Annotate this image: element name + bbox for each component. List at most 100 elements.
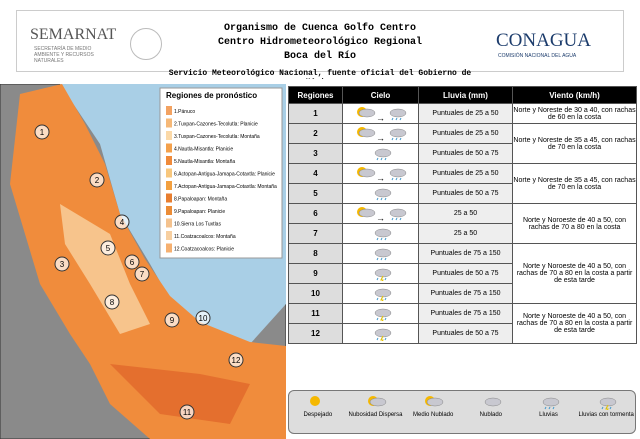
sky-icon xyxy=(389,208,407,220)
sky-legend-item: Nubosidad Dispersa xyxy=(347,391,405,433)
region-zone xyxy=(110,364,250,424)
title: Organismo de Cuenca Golfo Centro Centro … xyxy=(180,22,460,64)
sky-cell xyxy=(342,283,419,304)
region-label: 3 xyxy=(60,260,65,269)
legend-swatch xyxy=(166,156,172,165)
service: Servicio Meteorológico Nacional, fuente … xyxy=(168,69,472,79)
legend-item: 11.Coatzacoalcos: Montaña xyxy=(174,234,236,240)
sky-legend: Despejado Nubosidad Dispersa Medio Nublado… xyxy=(288,390,636,434)
sky-icon xyxy=(389,168,407,180)
sky-icon xyxy=(484,397,502,407)
sky-icon xyxy=(357,166,376,177)
legend-swatch xyxy=(166,106,172,115)
wind-cell: Norte y Noroeste de 40 a 50, con rachas … xyxy=(512,203,637,244)
sky-icon xyxy=(374,248,391,260)
region-cell: 8 xyxy=(288,243,343,264)
title-line: Boca del Río xyxy=(283,51,356,62)
region-label: 2 xyxy=(95,176,100,185)
rain-cell: Puntuales de 75 a 150 xyxy=(418,243,513,264)
rain-cell: Puntuales de 50 a 75 xyxy=(418,183,513,204)
region-marker xyxy=(100,240,116,256)
region-label: 11 xyxy=(183,408,192,417)
legend-swatch xyxy=(166,168,172,178)
legend-swatch xyxy=(166,143,172,153)
sky-legend-item: Nublado xyxy=(462,391,520,433)
sky-legend-label: Nubosidad Dispersa xyxy=(348,412,403,418)
wind-cell: Norte y Noreste de 35 a 45, con rachas d… xyxy=(512,123,637,164)
sky-cell: → xyxy=(342,163,419,184)
legend-title: Regiones de pronóstico xyxy=(166,91,257,100)
region-label: 10 xyxy=(199,314,208,323)
sky-icon xyxy=(374,308,391,322)
conagua-subtitle: COMISIÓN NACIONAL DEL AGUA xyxy=(498,53,577,59)
sky-icon xyxy=(374,268,391,282)
legend-swatch xyxy=(166,193,172,203)
sky-icon xyxy=(309,396,320,406)
col-header: Regiones xyxy=(288,86,343,104)
region-cell: 3 xyxy=(288,143,343,164)
col-header: Cielo xyxy=(342,86,419,104)
sky-icon xyxy=(542,397,559,410)
sky-icon xyxy=(374,288,391,302)
region-cell: 10 xyxy=(288,283,343,304)
legend-swatch xyxy=(166,181,172,190)
sky-icon xyxy=(367,396,386,407)
region-cell: 6 xyxy=(288,203,343,224)
sky-legend-label: Nublado xyxy=(479,412,503,418)
sky-legend-item: Despejado xyxy=(289,391,347,433)
table-row: 11 Puntuales de 75 a 150 Norte y Noroeste … xyxy=(288,303,637,344)
sky-icon xyxy=(357,126,376,137)
sky-legend-label: Medio Nublado xyxy=(413,412,454,418)
sky-cell: → xyxy=(342,123,419,144)
legend-item: 6.Actopan-Antigua-Jamapa-Cotaxtla: Plani… xyxy=(174,172,275,178)
legend-swatch xyxy=(166,206,172,215)
rain-cell: Puntuales de 75 a 150 xyxy=(418,303,513,324)
table-row: 3 Puntuales de 50 a 75 xyxy=(288,143,637,164)
sky-cell xyxy=(342,323,419,344)
region-marker xyxy=(164,312,180,328)
region-label: 9 xyxy=(170,316,175,325)
title-line: Centro Hidrometeorológico Regional xyxy=(217,37,423,48)
sky-icon xyxy=(374,228,391,240)
sky-cell xyxy=(342,243,419,264)
region-label: 4 xyxy=(120,218,125,227)
seal xyxy=(130,28,162,60)
region-cell: 1 xyxy=(288,103,343,124)
sky-cell: → xyxy=(342,103,419,124)
legend-item: 12.Coatzacoalcos: Planicie xyxy=(174,247,234,253)
rain-cell: Puntuales de 50 a 75 xyxy=(418,143,513,164)
wind-cell: Norte y Noreste de 30 a 40, con rachas d… xyxy=(512,103,637,124)
legend-swatch xyxy=(166,218,172,228)
wind-cell: Norte y Noreste de 35 a 45, con rachas d… xyxy=(512,163,637,204)
sky-cell xyxy=(342,223,419,244)
rain-cell: Puntuales de 25 a 50 xyxy=(418,103,513,124)
legend-item: 1.Pánuco xyxy=(174,109,195,115)
region-cell: 5 xyxy=(288,183,343,204)
legend-item: 7.Actopan-Antigua-Jamapa-Cotaxtla: Monta… xyxy=(174,184,277,190)
region-marker xyxy=(195,310,211,326)
region-cell: 2 xyxy=(288,123,343,144)
region-marker xyxy=(104,294,120,310)
region-marker xyxy=(34,124,50,140)
table-row: 5 Puntuales de 50 a 75 xyxy=(288,183,637,204)
sky-icon xyxy=(425,396,444,407)
sky-icon xyxy=(374,328,391,342)
region-marker xyxy=(228,352,244,368)
region-label: 7 xyxy=(140,270,145,279)
table-row: 7 25 a 50 xyxy=(288,223,637,244)
region-cell: 12 xyxy=(288,323,343,344)
table-row: 8 Puntuales de 75 a 150 Norte y Noroeste d… xyxy=(288,243,637,304)
table-row: 12 Puntuales de 50 a 75 xyxy=(288,323,637,344)
rain-cell: Puntuales de 75 a 150 xyxy=(418,283,513,304)
legend-item: 10.Sierra Los Tuxtlas xyxy=(174,222,221,228)
region-zone xyxy=(60,204,150,334)
legend-swatch xyxy=(166,231,172,240)
region-label: 5 xyxy=(106,244,111,253)
sky-icon xyxy=(374,148,391,160)
semarnat-logo: SEMARNAT xyxy=(30,26,117,43)
wind-cell: Norte y Noroeste de 40 a 50, con rachas … xyxy=(512,243,637,304)
legend-swatch xyxy=(166,118,172,128)
rain-cell: 25 a 50 xyxy=(418,203,513,224)
sky-icon xyxy=(599,397,617,412)
